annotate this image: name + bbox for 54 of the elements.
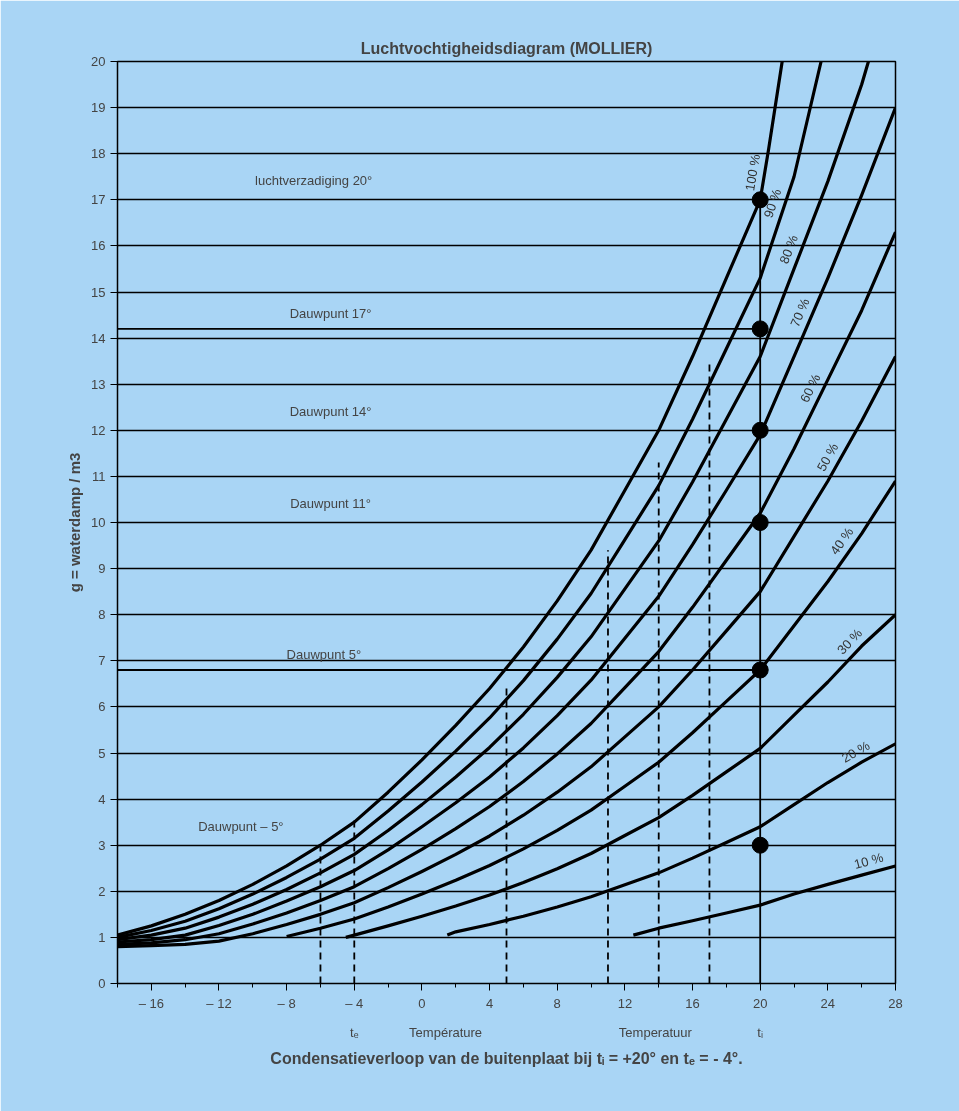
text: tᵢ: [757, 1024, 764, 1040]
y-tick-label: 15: [91, 284, 106, 300]
text: tₑ: [350, 1024, 359, 1040]
y-tick-label: 9: [98, 561, 106, 577]
y-axis-title: g = waterdamp / m3: [66, 452, 84, 593]
text: Température: [409, 1024, 483, 1040]
text: 50 %: [813, 440, 842, 474]
annotation: Dauwpunt 14°: [289, 403, 372, 419]
x-tick-label: 28: [888, 995, 903, 1011]
text: Condensatieverloop van de buitenplaat bij tᵢ = +20° en tₑ = - 4°.: [270, 1049, 743, 1067]
y-tick-label: 10: [91, 515, 106, 530]
annotation: Dauwpunt 5°: [286, 647, 362, 663]
text: 80 %: [776, 232, 802, 266]
x-tick-label: 4: [485, 995, 494, 1011]
y-tick-label: 5: [98, 745, 106, 761]
x-tick-label: 20: [752, 995, 768, 1011]
y-tick-label: 8: [98, 607, 106, 623]
y-tick-label: 4: [98, 791, 106, 807]
y-tick-label: 3: [98, 837, 106, 853]
x-tick-label: – 16: [138, 995, 164, 1011]
annotation: luchtverzadiging 20°: [255, 173, 373, 189]
y-tick-label: 12: [91, 422, 106, 438]
x-tick-label: – 12: [206, 995, 232, 1011]
annotation: Dauwpunt – 5°: [198, 818, 284, 834]
y-tick-label: 20: [91, 54, 106, 69]
x-tick-label: – 4: [345, 995, 364, 1011]
text: 30 %: [833, 625, 866, 658]
annotation: Dauwpunt 11°: [290, 495, 372, 511]
text: Temperatuur: [618, 1024, 693, 1040]
y-tick-label: 11: [92, 468, 106, 484]
y-tick-label: 18: [91, 146, 106, 162]
text: 20 %: [839, 737, 873, 766]
y-tick-label: 1: [98, 929, 106, 945]
x-tick-label: 16: [685, 995, 700, 1011]
y-tick-label: 16: [91, 238, 106, 254]
text: 60 %: [797, 371, 824, 405]
y-tick-label: 7: [98, 653, 106, 669]
y-tick-label: 14: [91, 330, 106, 346]
y-tick-label: 13: [91, 376, 106, 392]
x-tick-label: 8: [553, 995, 561, 1011]
x-tick-label: 0: [418, 995, 426, 1011]
text: 40 %: [827, 524, 857, 558]
x-tick-label: 24: [820, 995, 836, 1011]
annotation: Dauwpunt 17°: [289, 305, 372, 321]
text: 10 %: [852, 849, 886, 872]
x-tick-label: 12: [617, 995, 633, 1011]
text: 70 %: [787, 295, 813, 330]
y-tick-label: 17: [91, 192, 106, 208]
x-tick-label: – 8: [277, 995, 296, 1011]
chart-title: Luchtvochtigheidsdiagram (MOLLIER): [360, 39, 653, 57]
y-tick-label: 19: [91, 100, 106, 116]
y-tick-label: 0: [98, 976, 106, 991]
y-tick-label: 6: [98, 699, 106, 715]
y-tick-label: 2: [98, 883, 106, 899]
